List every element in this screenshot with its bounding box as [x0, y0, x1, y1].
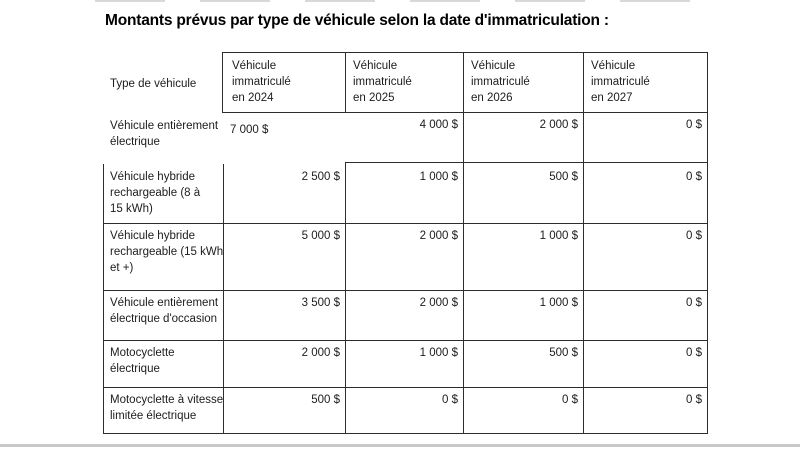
- cell-value-2026: 1 000 $: [539, 230, 578, 242]
- row-label-electrique-occasion: Véhicule entièrement électrique d'occasi…: [110, 297, 219, 325]
- table-border-right: [707, 52, 708, 433]
- cell-value-2025: 1 000 $: [419, 347, 458, 359]
- column-header-2024: Véhicule immatriculé en 2024: [232, 60, 291, 104]
- page-title: Montants prévus par type de véhicule sel…: [105, 12, 609, 29]
- cell-value-2024: 500 $: [311, 394, 340, 406]
- table-border-col2-body: [345, 162, 346, 433]
- row-label-motocyclette-electrique: Motocyclette électrique: [110, 347, 175, 375]
- table-border-top: [222, 52, 708, 53]
- cell-value-2027: 0 $: [686, 230, 702, 242]
- cell-value-2026: 2 000 $: [539, 119, 578, 131]
- cell-value-2027: 0 $: [686, 171, 702, 183]
- corner-header-type-de-vehicule: Type de véhicule: [110, 78, 197, 90]
- table-border-col4: [583, 52, 584, 433]
- top-edge-artifact: [95, 0, 710, 2]
- cell-value-2027: 0 $: [686, 394, 702, 406]
- table-border-col3: [463, 52, 464, 433]
- cell-value-2024: 5 000 $: [301, 230, 340, 242]
- table-border-row5-bottom: [103, 387, 708, 388]
- table-border-col1-body: [223, 164, 224, 433]
- cell-value-2027: 0 $: [686, 297, 702, 309]
- table-border-left: [103, 164, 104, 433]
- table-border-row4-bottom: [103, 340, 708, 341]
- cell-value-2024: 2 500 $: [301, 171, 340, 183]
- cell-value-2027: 0 $: [686, 347, 702, 359]
- table-border-row2-bottom: [103, 223, 708, 224]
- cell-value-2024: 2 000 $: [301, 347, 340, 359]
- table-border-row3-bottom: [103, 290, 708, 291]
- table-border-row1-bottom: [345, 162, 708, 163]
- cell-value-2026: 1 000 $: [539, 297, 578, 309]
- column-header-2027: Véhicule immatriculé en 2027: [591, 60, 650, 104]
- column-header-2025: Véhicule immatriculé en 2025: [353, 60, 412, 104]
- cell-value-2025: 2 000 $: [419, 230, 458, 242]
- cell-value-2025: 0 $: [442, 394, 458, 406]
- bottom-rule: [0, 444, 800, 447]
- row-label-vehicule-entierement-electrique: Véhicule entièrement électrique: [110, 120, 219, 148]
- cell-value-2025: 4 000 $: [419, 119, 458, 131]
- cell-value-2024: 7 000 $: [230, 124, 269, 136]
- row-label-hybride-8-15-kwh: Véhicule hybride rechargeable (8 à 15 kW…: [110, 171, 201, 215]
- cell-value-2027: 0 $: [686, 119, 702, 131]
- table-border-header-bottom: [222, 112, 708, 113]
- column-header-2026: Véhicule immatriculé en 2026: [471, 60, 530, 104]
- table-border-col1-header: [222, 52, 223, 112]
- cell-value-2026: 500 $: [549, 171, 578, 183]
- cell-value-2025: 2 000 $: [419, 297, 458, 309]
- cell-value-2024: 3 500 $: [301, 297, 340, 309]
- row-label-hybride-15-kwh-plus: Véhicule hybride rechargeable (15 kWh et…: [110, 230, 224, 274]
- row-label-motocyclette-vitesse-limitee: Motocyclette à vitesse limitée électriqu…: [110, 394, 224, 422]
- table-border-col2-header: [345, 52, 346, 112]
- cell-value-2026: 500 $: [549, 347, 578, 359]
- table-border-bottom: [103, 433, 708, 434]
- cell-value-2026: 0 $: [562, 394, 578, 406]
- cell-value-2025: 1 000 $: [419, 171, 458, 183]
